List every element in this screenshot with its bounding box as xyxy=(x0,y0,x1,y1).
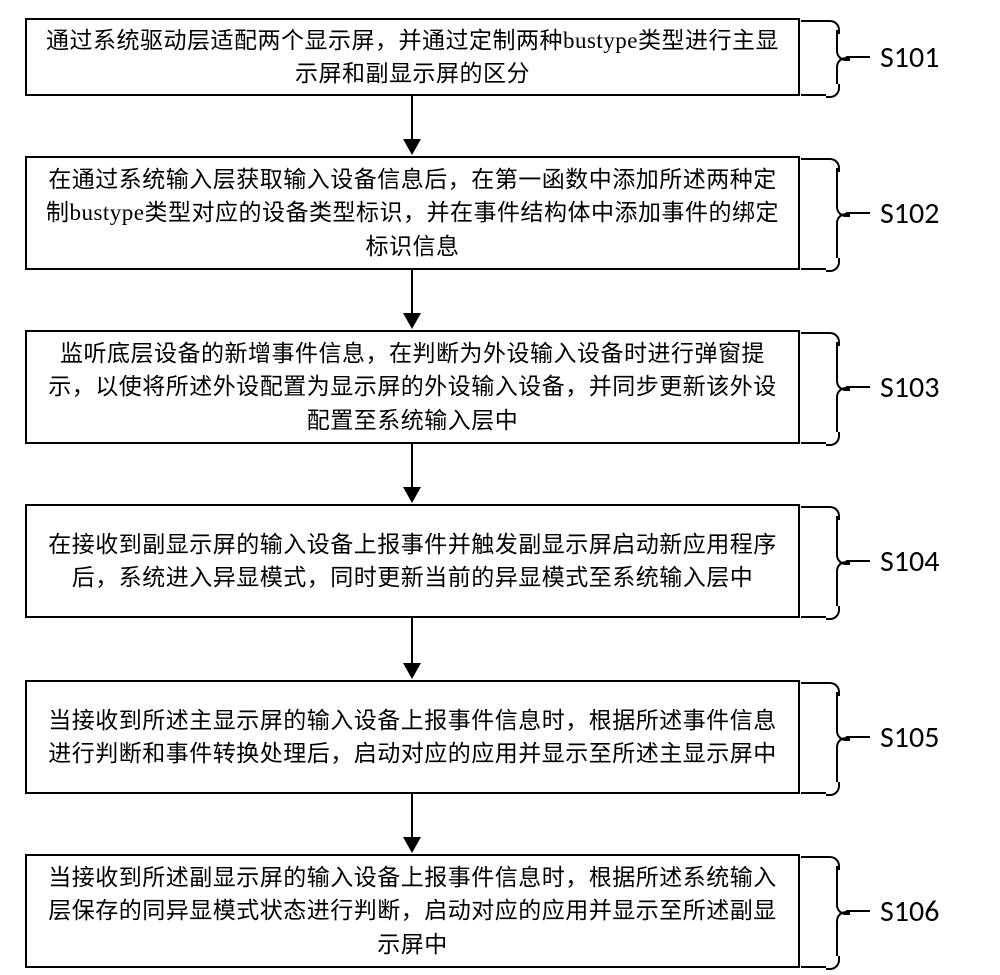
step-label-S101: S101 xyxy=(880,39,939,76)
step-text: 当接收到所述副显示屏的输入设备上报事件信息时，根据所述系统输入层保存的同异显模式… xyxy=(45,861,780,961)
arrow-S105-to-S106 xyxy=(403,794,421,853)
step-box-S104: 在接收到副显示屏的输入设备上报事件并触发副显示屏启动新应用程序后，系统进入异显模… xyxy=(25,504,800,618)
step-label-S102: S102 xyxy=(880,195,939,232)
arrow-S101-to-S102 xyxy=(403,96,421,155)
flowchart-canvas: 通过系统驱动层适配两个显示屏，并通过定制两种bustype类型进行主显示屏和副显… xyxy=(0,0,1000,975)
step-text: 在接收到副显示屏的输入设备上报事件并触发副显示屏启动新应用程序后，系统进入异显模… xyxy=(45,528,780,595)
step-box-S103: 监听底层设备的新增事件信息，在判断为外设输入设备时进行弹窗提示，以使将所述外设配… xyxy=(25,330,800,444)
step-label-S104: S104 xyxy=(880,543,939,580)
step-text: 监听底层设备的新增事件信息，在判断为外设输入设备时进行弹窗提示，以使将所述外设配… xyxy=(45,337,780,437)
step-label-S105: S105 xyxy=(880,719,939,756)
step-text: 当接收到所述主显示屏的输入设备上报事件信息时，根据所述事件信息进行判断和事件转换… xyxy=(45,704,780,771)
step-label-S103: S103 xyxy=(880,369,939,406)
arrow-S103-to-S104 xyxy=(403,444,421,503)
step-text: 通过系统驱动层适配两个显示屏，并通过定制两种bustype类型进行主显示屏和副显… xyxy=(45,24,780,91)
arrow-S102-to-S103 xyxy=(403,270,421,329)
arrow-S104-to-S105 xyxy=(403,618,421,679)
step-box-S105: 当接收到所述主显示屏的输入设备上报事件信息时，根据所述事件信息进行判断和事件转换… xyxy=(25,680,800,794)
step-box-S101: 通过系统驱动层适配两个显示屏，并通过定制两种bustype类型进行主显示屏和副显… xyxy=(25,18,800,96)
step-text: 在通过系统输入层获取输入设备信息后，在第一函数中添加所述两种定制bustype类… xyxy=(45,163,780,263)
step-label-S106: S106 xyxy=(880,893,939,930)
step-box-S106: 当接收到所述副显示屏的输入设备上报事件信息时，根据所述系统输入层保存的同异显模式… xyxy=(25,854,800,968)
step-box-S102: 在通过系统输入层获取输入设备信息后，在第一函数中添加所述两种定制bustype类… xyxy=(25,156,800,270)
